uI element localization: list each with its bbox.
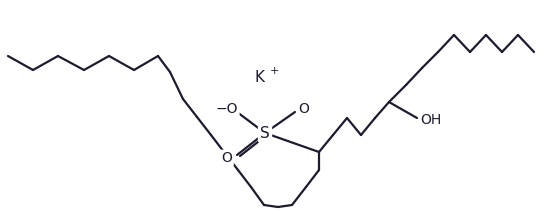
Text: K: K	[255, 69, 265, 84]
Text: OH: OH	[420, 113, 441, 127]
Text: O: O	[222, 151, 232, 165]
Text: +: +	[270, 66, 280, 76]
Text: S: S	[260, 126, 270, 140]
Text: −O: −O	[216, 102, 238, 116]
Text: O: O	[299, 102, 310, 116]
